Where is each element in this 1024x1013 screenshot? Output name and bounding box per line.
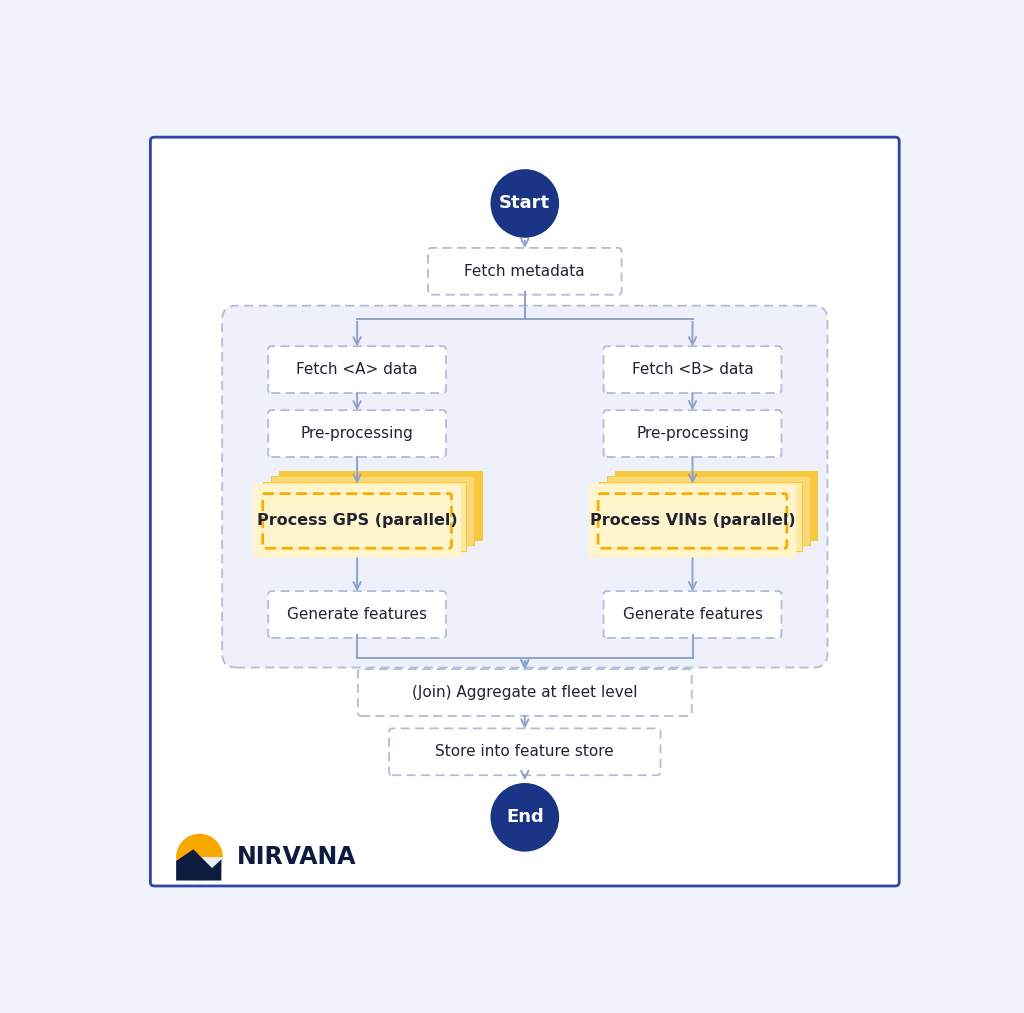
FancyBboxPatch shape xyxy=(222,306,827,668)
FancyBboxPatch shape xyxy=(268,592,446,638)
Bar xyxy=(263,482,466,551)
Bar xyxy=(599,482,802,551)
FancyBboxPatch shape xyxy=(589,484,797,557)
FancyBboxPatch shape xyxy=(389,728,660,775)
Text: Fetch <A> data: Fetch <A> data xyxy=(296,362,418,377)
Bar xyxy=(614,471,817,540)
FancyBboxPatch shape xyxy=(603,592,781,638)
Text: Store into feature store: Store into feature store xyxy=(435,745,614,760)
Text: Process VINs (parallel): Process VINs (parallel) xyxy=(590,514,796,529)
Circle shape xyxy=(490,169,559,238)
Text: NIRVANA: NIRVANA xyxy=(237,845,356,869)
FancyBboxPatch shape xyxy=(603,410,781,457)
Bar xyxy=(606,476,810,545)
Wedge shape xyxy=(177,857,223,880)
Circle shape xyxy=(176,834,223,880)
FancyBboxPatch shape xyxy=(357,670,692,716)
Circle shape xyxy=(490,783,559,852)
Text: Pre-processing: Pre-processing xyxy=(301,426,414,441)
Text: Generate features: Generate features xyxy=(287,607,427,622)
Text: Start: Start xyxy=(500,194,550,213)
FancyBboxPatch shape xyxy=(268,410,446,457)
Bar xyxy=(280,471,482,540)
Text: Pre-processing: Pre-processing xyxy=(636,426,749,441)
Text: End: End xyxy=(506,808,544,827)
FancyBboxPatch shape xyxy=(253,484,461,557)
Text: Generate features: Generate features xyxy=(623,607,763,622)
FancyBboxPatch shape xyxy=(151,137,899,886)
Text: (Join) Aggregate at fleet level: (Join) Aggregate at fleet level xyxy=(412,685,638,700)
Text: Fetch <B> data: Fetch <B> data xyxy=(632,362,754,377)
FancyBboxPatch shape xyxy=(428,248,622,295)
Text: Process GPS (parallel): Process GPS (parallel) xyxy=(257,514,458,529)
FancyBboxPatch shape xyxy=(603,346,781,393)
Polygon shape xyxy=(176,849,221,880)
Text: Fetch metadata: Fetch metadata xyxy=(465,263,585,279)
FancyBboxPatch shape xyxy=(268,346,446,393)
Bar xyxy=(271,476,474,545)
